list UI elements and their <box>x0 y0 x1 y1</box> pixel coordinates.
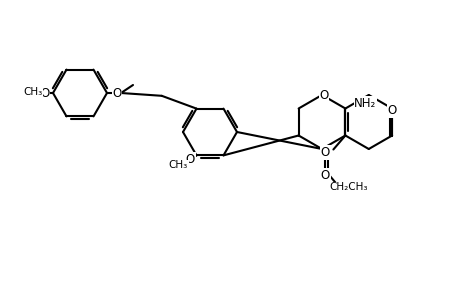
Text: NH₂: NH₂ <box>353 97 375 110</box>
Text: O: O <box>320 169 329 182</box>
Text: CH₂CH₃: CH₂CH₃ <box>329 182 367 193</box>
Text: O: O <box>320 146 329 159</box>
Text: O: O <box>40 86 50 100</box>
Text: O: O <box>112 86 121 100</box>
Text: O: O <box>185 153 195 166</box>
Text: O: O <box>386 104 396 117</box>
Text: O: O <box>319 88 328 101</box>
Text: CH₃: CH₃ <box>168 160 188 170</box>
Text: CH₃: CH₃ <box>23 87 43 97</box>
